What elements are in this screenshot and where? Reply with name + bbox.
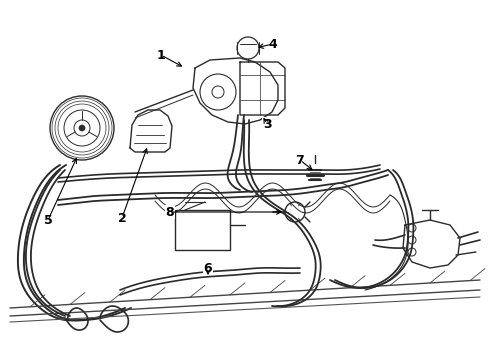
Circle shape — [79, 125, 85, 131]
Text: 6: 6 — [204, 261, 212, 274]
Text: 3: 3 — [263, 117, 271, 131]
Text: 7: 7 — [295, 153, 304, 166]
Text: 4: 4 — [269, 37, 277, 50]
Text: 1: 1 — [157, 49, 166, 62]
Text: 8: 8 — [166, 206, 174, 219]
Bar — [175, 210, 230, 250]
Text: 2: 2 — [118, 212, 126, 225]
Text: 5: 5 — [44, 213, 52, 226]
